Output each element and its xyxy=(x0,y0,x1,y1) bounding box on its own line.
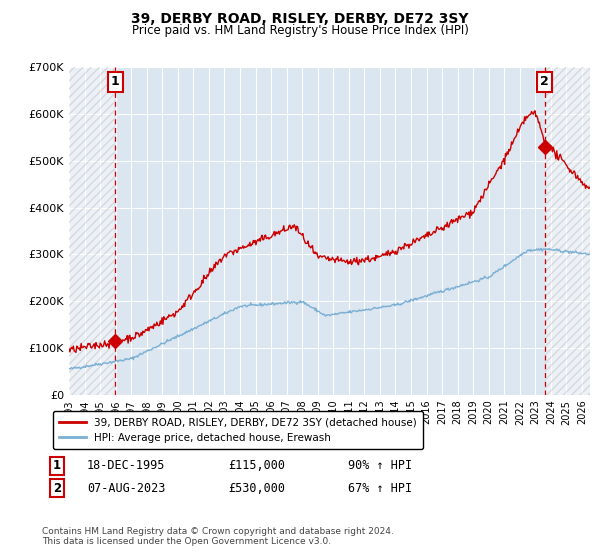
Text: 2: 2 xyxy=(53,482,61,495)
Legend: 39, DERBY ROAD, RISLEY, DERBY, DE72 3SY (detached house), HPI: Average price, de: 39, DERBY ROAD, RISLEY, DERBY, DE72 3SY … xyxy=(53,411,423,449)
Text: £530,000: £530,000 xyxy=(228,482,285,495)
Text: 18-DEC-1995: 18-DEC-1995 xyxy=(87,459,166,473)
Text: 90% ↑ HPI: 90% ↑ HPI xyxy=(348,459,412,473)
Text: £115,000: £115,000 xyxy=(228,459,285,473)
Bar xyxy=(545,67,590,395)
Text: Price paid vs. HM Land Registry's House Price Index (HPI): Price paid vs. HM Land Registry's House … xyxy=(131,24,469,36)
Text: 67% ↑ HPI: 67% ↑ HPI xyxy=(348,482,412,495)
Text: 1: 1 xyxy=(111,76,119,88)
Bar xyxy=(69,67,114,395)
Text: 2: 2 xyxy=(540,76,549,88)
Text: 1: 1 xyxy=(53,459,61,473)
Text: Contains HM Land Registry data © Crown copyright and database right 2024.
This d: Contains HM Land Registry data © Crown c… xyxy=(42,526,394,546)
Text: 39, DERBY ROAD, RISLEY, DERBY, DE72 3SY: 39, DERBY ROAD, RISLEY, DERBY, DE72 3SY xyxy=(131,12,469,26)
Text: 07-AUG-2023: 07-AUG-2023 xyxy=(87,482,166,495)
